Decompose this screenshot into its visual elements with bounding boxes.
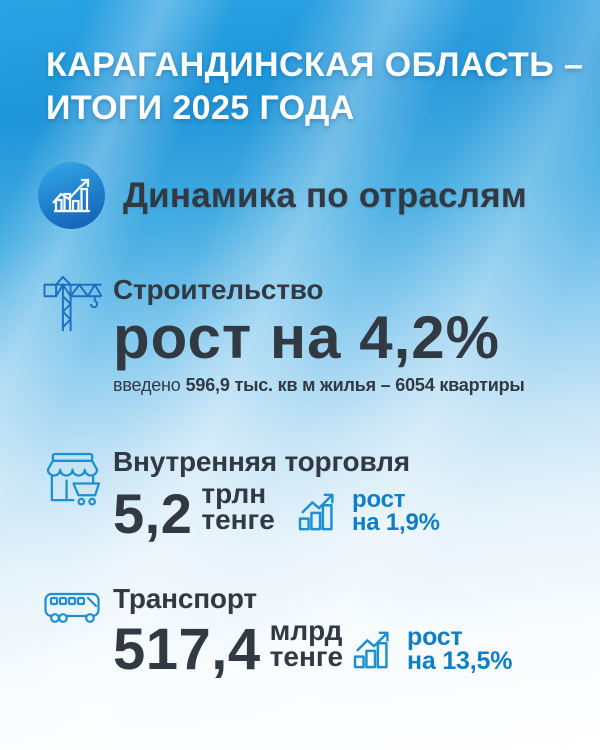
dynamics-header-title: Динамика по отраслям <box>123 175 527 215</box>
page-title: КАРАГАНДИНСКАЯ ОБЛАСТЬ – ИТОГИ 2025 ГОДА <box>46 44 583 130</box>
trade-growth-text: рост на 1,9% <box>352 486 440 536</box>
transport-title: Транспорт <box>113 583 257 614</box>
crane-icon <box>43 275 103 332</box>
trade-units: трлн тенге <box>201 478 275 535</box>
trade-unit-bottom: тенге <box>201 504 275 535</box>
trade-section: Внутренняя торговля 5,2 трлн тенге <box>113 446 410 542</box>
page-title-line1: КАРАГАНДИНСКАЯ ОБЛАСТЬ – <box>46 46 584 84</box>
trade-growth-top: рост <box>352 486 406 513</box>
trade-value-row: 5,2 трлн тенге <box>113 478 410 545</box>
construction-note-prefix: введено <box>113 375 181 396</box>
transport-value: 517,4 <box>113 617 261 682</box>
growth-arrow-chart-icon <box>298 493 334 531</box>
trade-unit-top: трлн <box>201 478 267 509</box>
construction-title: Строительство <box>113 274 324 305</box>
store-cart-icon <box>46 452 101 506</box>
transport-section: Транспорт 517,4 млрд тенге <box>113 583 343 679</box>
transport-unit-bottom: тенге <box>269 641 344 672</box>
trade-title: Внутренняя торговля <box>113 446 410 477</box>
dynamics-header: Динамика по отраслям <box>38 162 527 229</box>
bus-icon <box>44 592 100 623</box>
transport-growth-text: рост на 13,5% <box>407 623 513 675</box>
transport-growth: рост на 13,5% <box>353 623 513 675</box>
construction-note: введено 596,9 тыс. кв м жилья – 6054 квар… <box>113 375 525 396</box>
construction-headline: рост на 4,2% <box>113 304 500 371</box>
transport-units: млрд тенге <box>269 615 344 672</box>
growth-arrow-chart-icon <box>353 631 389 669</box>
trade-growth-bottom: на 1,9% <box>352 509 440 536</box>
page-title-line2: ИТОГИ 2025 ГОДА <box>46 89 355 127</box>
trade-growth: рост на 1,9% <box>298 486 440 536</box>
trade-value: 5,2 <box>113 482 193 545</box>
construction-note-value: 596,9 тыс. кв м жилья – 6054 квартиры <box>185 375 525 396</box>
transport-growth-bottom: на 13,5% <box>407 647 513 675</box>
construction-section: Строительство рост на 4,2% введено 596,9 … <box>113 274 525 396</box>
transport-growth-top: рост <box>407 623 463 651</box>
transport-unit-top: млрд <box>269 615 343 646</box>
transport-value-row: 517,4 млрд тенге <box>113 615 344 682</box>
bar-chart-growth-icon <box>38 162 105 229</box>
